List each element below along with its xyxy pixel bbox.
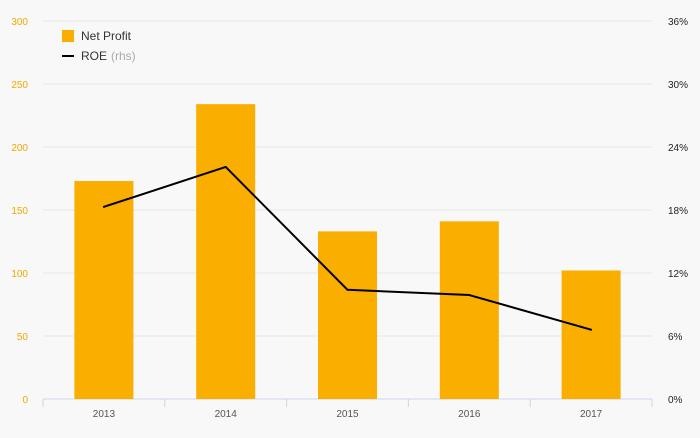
x-tick-label: 2014 bbox=[215, 409, 238, 420]
point-roe bbox=[468, 294, 471, 297]
legend-item-roe: ROE (rhs) bbox=[62, 46, 136, 66]
y-right-tick-label: 6% bbox=[668, 332, 683, 343]
y-left-tick-label: 100 bbox=[11, 269, 28, 280]
point-roe bbox=[224, 165, 227, 168]
y-left-tick-label: 150 bbox=[11, 206, 28, 217]
legend-label-net-profit: Net Profit bbox=[81, 29, 132, 43]
legend: Net Profit ROE (rhs) bbox=[62, 26, 136, 66]
bar-net-profit bbox=[561, 270, 621, 399]
bar-net-profit bbox=[74, 181, 134, 399]
x-tick-label: 2017 bbox=[580, 409, 603, 420]
y-right-tick-label: 24% bbox=[668, 143, 688, 154]
x-tick-label: 2013 bbox=[93, 409, 116, 420]
point-roe bbox=[102, 205, 105, 208]
y-right-tick-label: 0% bbox=[668, 395, 683, 406]
y-left-tick-label: 250 bbox=[11, 80, 28, 91]
legend-item-net-profit: Net Profit bbox=[62, 26, 136, 46]
y-right-tick-label: 12% bbox=[668, 269, 688, 280]
y-left-tick-label: 300 bbox=[11, 17, 28, 28]
y-left-tick-label: 200 bbox=[11, 143, 28, 154]
x-tick-label: 2015 bbox=[336, 409, 359, 420]
y-right-tick-label: 30% bbox=[668, 80, 688, 91]
legend-swatch-line bbox=[62, 55, 74, 57]
y-right-tick-label: 36% bbox=[668, 17, 688, 28]
bar-net-profit bbox=[439, 221, 499, 399]
bar-net-profit bbox=[318, 231, 377, 399]
y-left-tick-label: 0 bbox=[22, 395, 28, 406]
point-roe bbox=[590, 328, 593, 331]
bar-net-profit bbox=[196, 104, 256, 399]
y-left-tick-label: 50 bbox=[17, 332, 29, 343]
point-roe bbox=[346, 288, 349, 291]
legend-note-rhs: (rhs) bbox=[111, 49, 136, 63]
legend-label-roe: ROE bbox=[81, 49, 108, 63]
x-tick-label: 2016 bbox=[458, 409, 481, 420]
legend-swatch-bar bbox=[62, 30, 74, 42]
y-right-tick-label: 18% bbox=[668, 206, 688, 217]
